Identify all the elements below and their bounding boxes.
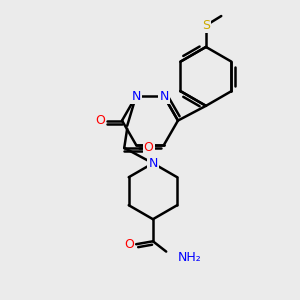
Text: O: O [96,114,106,127]
Text: S: S [202,19,210,32]
Text: NH₂: NH₂ [177,251,201,264]
Text: N: N [148,157,158,170]
Text: O: O [124,238,134,251]
Text: N: N [131,90,141,103]
Text: N: N [159,90,169,103]
Text: O: O [144,141,154,154]
